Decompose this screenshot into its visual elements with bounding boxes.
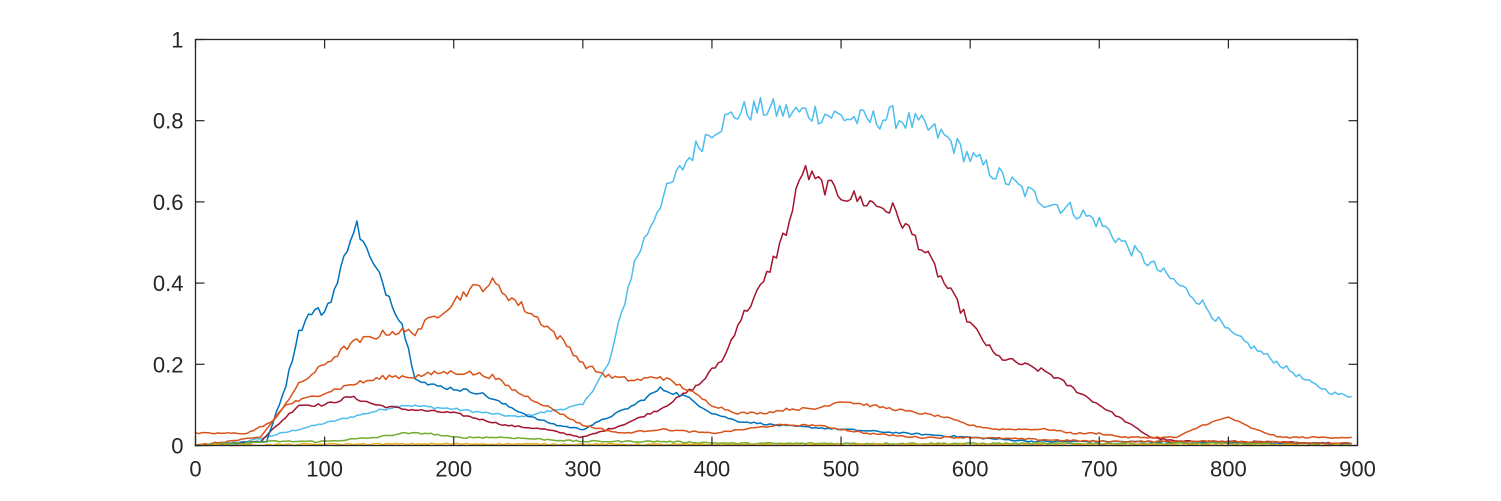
series-line-6 (194, 431, 1352, 447)
x-tick-label-6: 600 (952, 457, 989, 482)
x-tick-label-3: 300 (564, 457, 601, 482)
x-tick-label-7: 700 (1081, 457, 1118, 482)
series-lines (194, 96, 1352, 447)
series-line-5 (194, 370, 1352, 446)
x-tick-label-9: 900 (1339, 457, 1376, 482)
x-tick-label-2: 200 (435, 457, 472, 482)
x-tick-label-4: 400 (694, 457, 731, 482)
y-tick-label-0: 0 (171, 434, 183, 459)
y-tick-label-2: 0.4 (153, 271, 184, 296)
series-line-1 (194, 96, 1352, 447)
plot-area-frame (194, 38, 1359, 447)
x-tick-label-0: 0 (189, 457, 201, 482)
y-tick-label-4: 0.8 (153, 109, 184, 134)
x-tick-label-8: 800 (1210, 457, 1247, 482)
series-line-4 (194, 277, 1352, 439)
x-tick-labels: 0 100 200 300 400 500 600 700 800 900 (189, 457, 1375, 482)
x-tick-label-5: 500 (823, 457, 860, 482)
y-tick-label-3: 0.6 (153, 190, 184, 215)
axis-ticks (194, 38, 1359, 447)
series-line-2 (194, 164, 1352, 447)
series-line-3 (194, 220, 1352, 447)
y-tick-labels: 0 0.2 0.4 0.6 0.8 1 (153, 28, 184, 459)
y-tick-label-5: 1 (171, 28, 183, 53)
y-tick-label-1: 0.2 (153, 352, 184, 377)
x-tick-label-1: 100 (306, 457, 343, 482)
